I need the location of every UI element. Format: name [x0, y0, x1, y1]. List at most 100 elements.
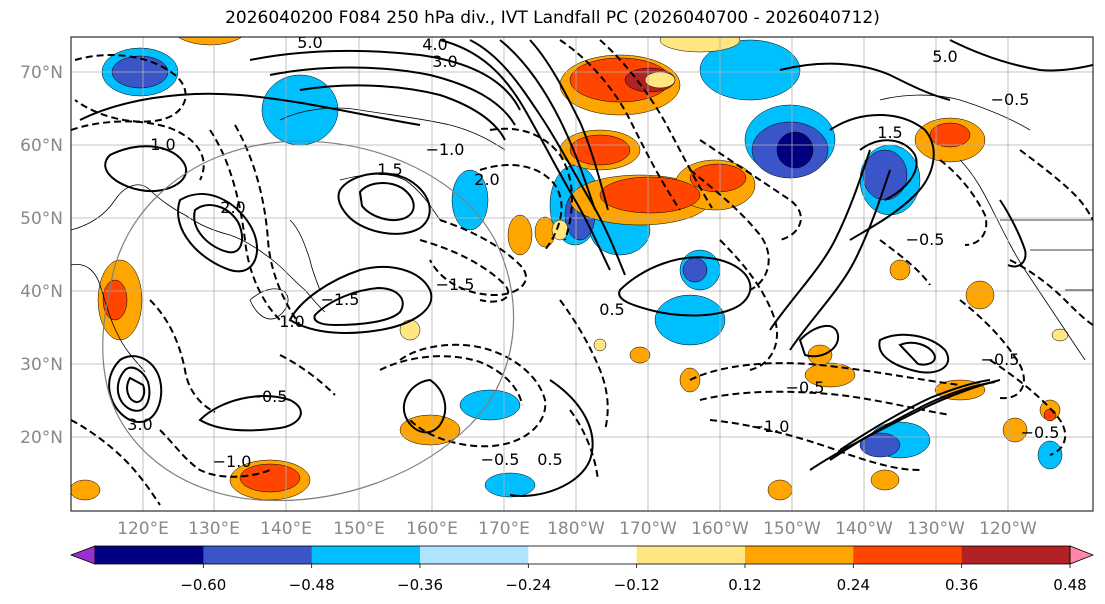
- lon-label: 170°W: [619, 519, 677, 539]
- contour-label: 4.0: [422, 35, 447, 54]
- shaded-region: [239, 463, 301, 493]
- lat-label: 50°N: [20, 209, 63, 229]
- shaded-region: [654, 294, 726, 346]
- shaded-region: [1002, 417, 1028, 443]
- contour-lines: [79, 39, 1093, 497]
- contour-label: 2.0: [474, 170, 499, 189]
- shaded-region: [682, 257, 708, 283]
- shaded-region: [569, 134, 631, 166]
- shaded-region: [599, 176, 701, 214]
- colorbar-segment: [961, 546, 1071, 564]
- colorbar-frame: [94, 545, 1071, 565]
- colorbar-tick-label: 0.36: [945, 576, 978, 594]
- colorbar-segment: [311, 546, 421, 564]
- shaded-region: [644, 71, 676, 89]
- lon-label: 140°E: [260, 519, 312, 539]
- colorbar-segment: [203, 546, 313, 564]
- colorbar-tick-label: −0.24: [505, 576, 551, 594]
- lat-label: 20°N: [20, 428, 63, 448]
- contour-label: 0.5: [599, 300, 624, 319]
- contour-label: −1.0: [213, 452, 252, 471]
- map-title: 2026040200 F084 250 hPa div., IVT Landfa…: [225, 8, 880, 28]
- lon-label: 130°E: [188, 519, 240, 539]
- contour-label: 2.0: [220, 198, 245, 217]
- landfall-region-circle: [102, 140, 515, 502]
- shaded-region: [767, 479, 793, 501]
- colorbar-extend-low: [69, 545, 96, 565]
- shaded-region: [1043, 408, 1057, 422]
- contour-label: 1.0: [150, 135, 175, 154]
- shaded-region: [889, 259, 911, 281]
- shaded-region: [399, 414, 461, 446]
- lat-label: 70°N: [20, 63, 63, 83]
- contour-label: −0.5: [786, 378, 825, 397]
- lon-label: 180°W: [547, 519, 605, 539]
- shaded-region: [859, 432, 901, 458]
- lat-label: 30°N: [20, 355, 63, 375]
- contour-label: −1.0: [751, 417, 790, 436]
- lon-label: 130°W: [907, 519, 965, 539]
- shaded-region: [804, 362, 856, 388]
- colorbar-segment: [853, 546, 963, 564]
- negative-contours: [71, 39, 1093, 506]
- shaded-region: [177, 37, 243, 46]
- coastlines: [71, 94, 1093, 373]
- shaded-region: [484, 472, 536, 498]
- contour-label: −0.5: [481, 450, 520, 469]
- lon-label: 120°E: [117, 519, 169, 539]
- colorbar-segment: [745, 546, 854, 564]
- contour-label: −0.5: [1021, 423, 1060, 442]
- shaded-region: [459, 389, 521, 421]
- colorbar-tick-label: 0.12: [728, 576, 761, 594]
- contour-label: −0.5: [991, 90, 1030, 109]
- colorbar-segment: [420, 546, 529, 564]
- lat-label: 40°N: [20, 282, 63, 302]
- shaded-region: [593, 338, 607, 352]
- colorbar-tick-label: −0.12: [614, 576, 660, 594]
- shaded-region: [102, 279, 128, 321]
- contour-label: 0.5: [537, 450, 562, 469]
- shaded-region: [261, 74, 339, 146]
- colorbar-tick-label: −0.60: [180, 576, 226, 594]
- shaded-region: [870, 469, 900, 491]
- lon-label: 160°E: [406, 519, 458, 539]
- shaded-region: [451, 169, 489, 231]
- contour-label: 5.0: [932, 47, 957, 66]
- contour-label: −0.5: [249, 387, 288, 406]
- colorbar: [69, 545, 1095, 565]
- contour-label: 1.5: [877, 123, 902, 142]
- shaded-region: [699, 39, 801, 101]
- shaded-region: [776, 131, 814, 169]
- lon-label: 150°E: [333, 519, 385, 539]
- colorbar-segment: [636, 546, 746, 564]
- colorbar-extend-high: [1069, 545, 1095, 565]
- contour-label: 1.0: [279, 312, 304, 331]
- contour-label: −0.5: [981, 350, 1020, 369]
- shaded-region: [71, 479, 101, 501]
- lat-label: 60°N: [20, 136, 63, 156]
- contour-label: 3.0: [127, 415, 152, 434]
- shaded-region: [929, 122, 971, 148]
- colorbar-segment: [95, 546, 204, 564]
- colorbar-tick-label: 0.48: [1053, 576, 1086, 594]
- colorbar-tick-label: 0.24: [837, 576, 870, 594]
- lon-label: 160°W: [691, 519, 749, 539]
- colorbar-tick-label: −0.36: [397, 576, 443, 594]
- contour-label: 3.0: [432, 52, 457, 71]
- latitude-labels: 70°N 60°N 50°N 40°N 30°N 20°N: [20, 63, 63, 448]
- longitude-labels: 120°E 130°E 140°E 150°E 160°E 170°E 180°W 170°W…: [117, 519, 1037, 539]
- contour-label: 1.5: [377, 160, 402, 179]
- contour-label: −1.0: [426, 140, 465, 159]
- contour-label: −0.5: [906, 230, 945, 249]
- shaded-region: [862, 149, 908, 201]
- lon-label: 120°W: [979, 519, 1037, 539]
- map-frame: [70, 36, 1094, 512]
- lon-label: 170°E: [478, 519, 530, 539]
- contour-label: −1.5: [436, 275, 475, 294]
- colorbar-tick-label: −0.48: [289, 576, 335, 594]
- shading-layer: [71, 37, 1069, 501]
- shaded-region: [659, 37, 741, 53]
- map-area: 5.0 4.03.02.01.51.02.01.00.5−0.5−0.5−1.0−…: [71, 35, 1093, 511]
- colorbar-tick-labels: −0.60 −0.48 −0.36 −0.24 −0.12 0.12 0.24 0.36 0.4…: [180, 564, 1087, 594]
